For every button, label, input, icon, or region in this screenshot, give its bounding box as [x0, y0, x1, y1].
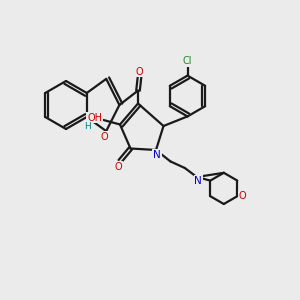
Text: Cl: Cl	[183, 56, 192, 66]
Text: O: O	[115, 161, 122, 172]
Text: H: H	[85, 122, 91, 131]
Text: N: N	[153, 150, 161, 160]
Text: N: N	[194, 176, 202, 186]
Text: O: O	[239, 191, 247, 201]
Text: O: O	[136, 67, 143, 77]
Text: OH: OH	[87, 112, 102, 123]
Text: O: O	[101, 131, 109, 142]
